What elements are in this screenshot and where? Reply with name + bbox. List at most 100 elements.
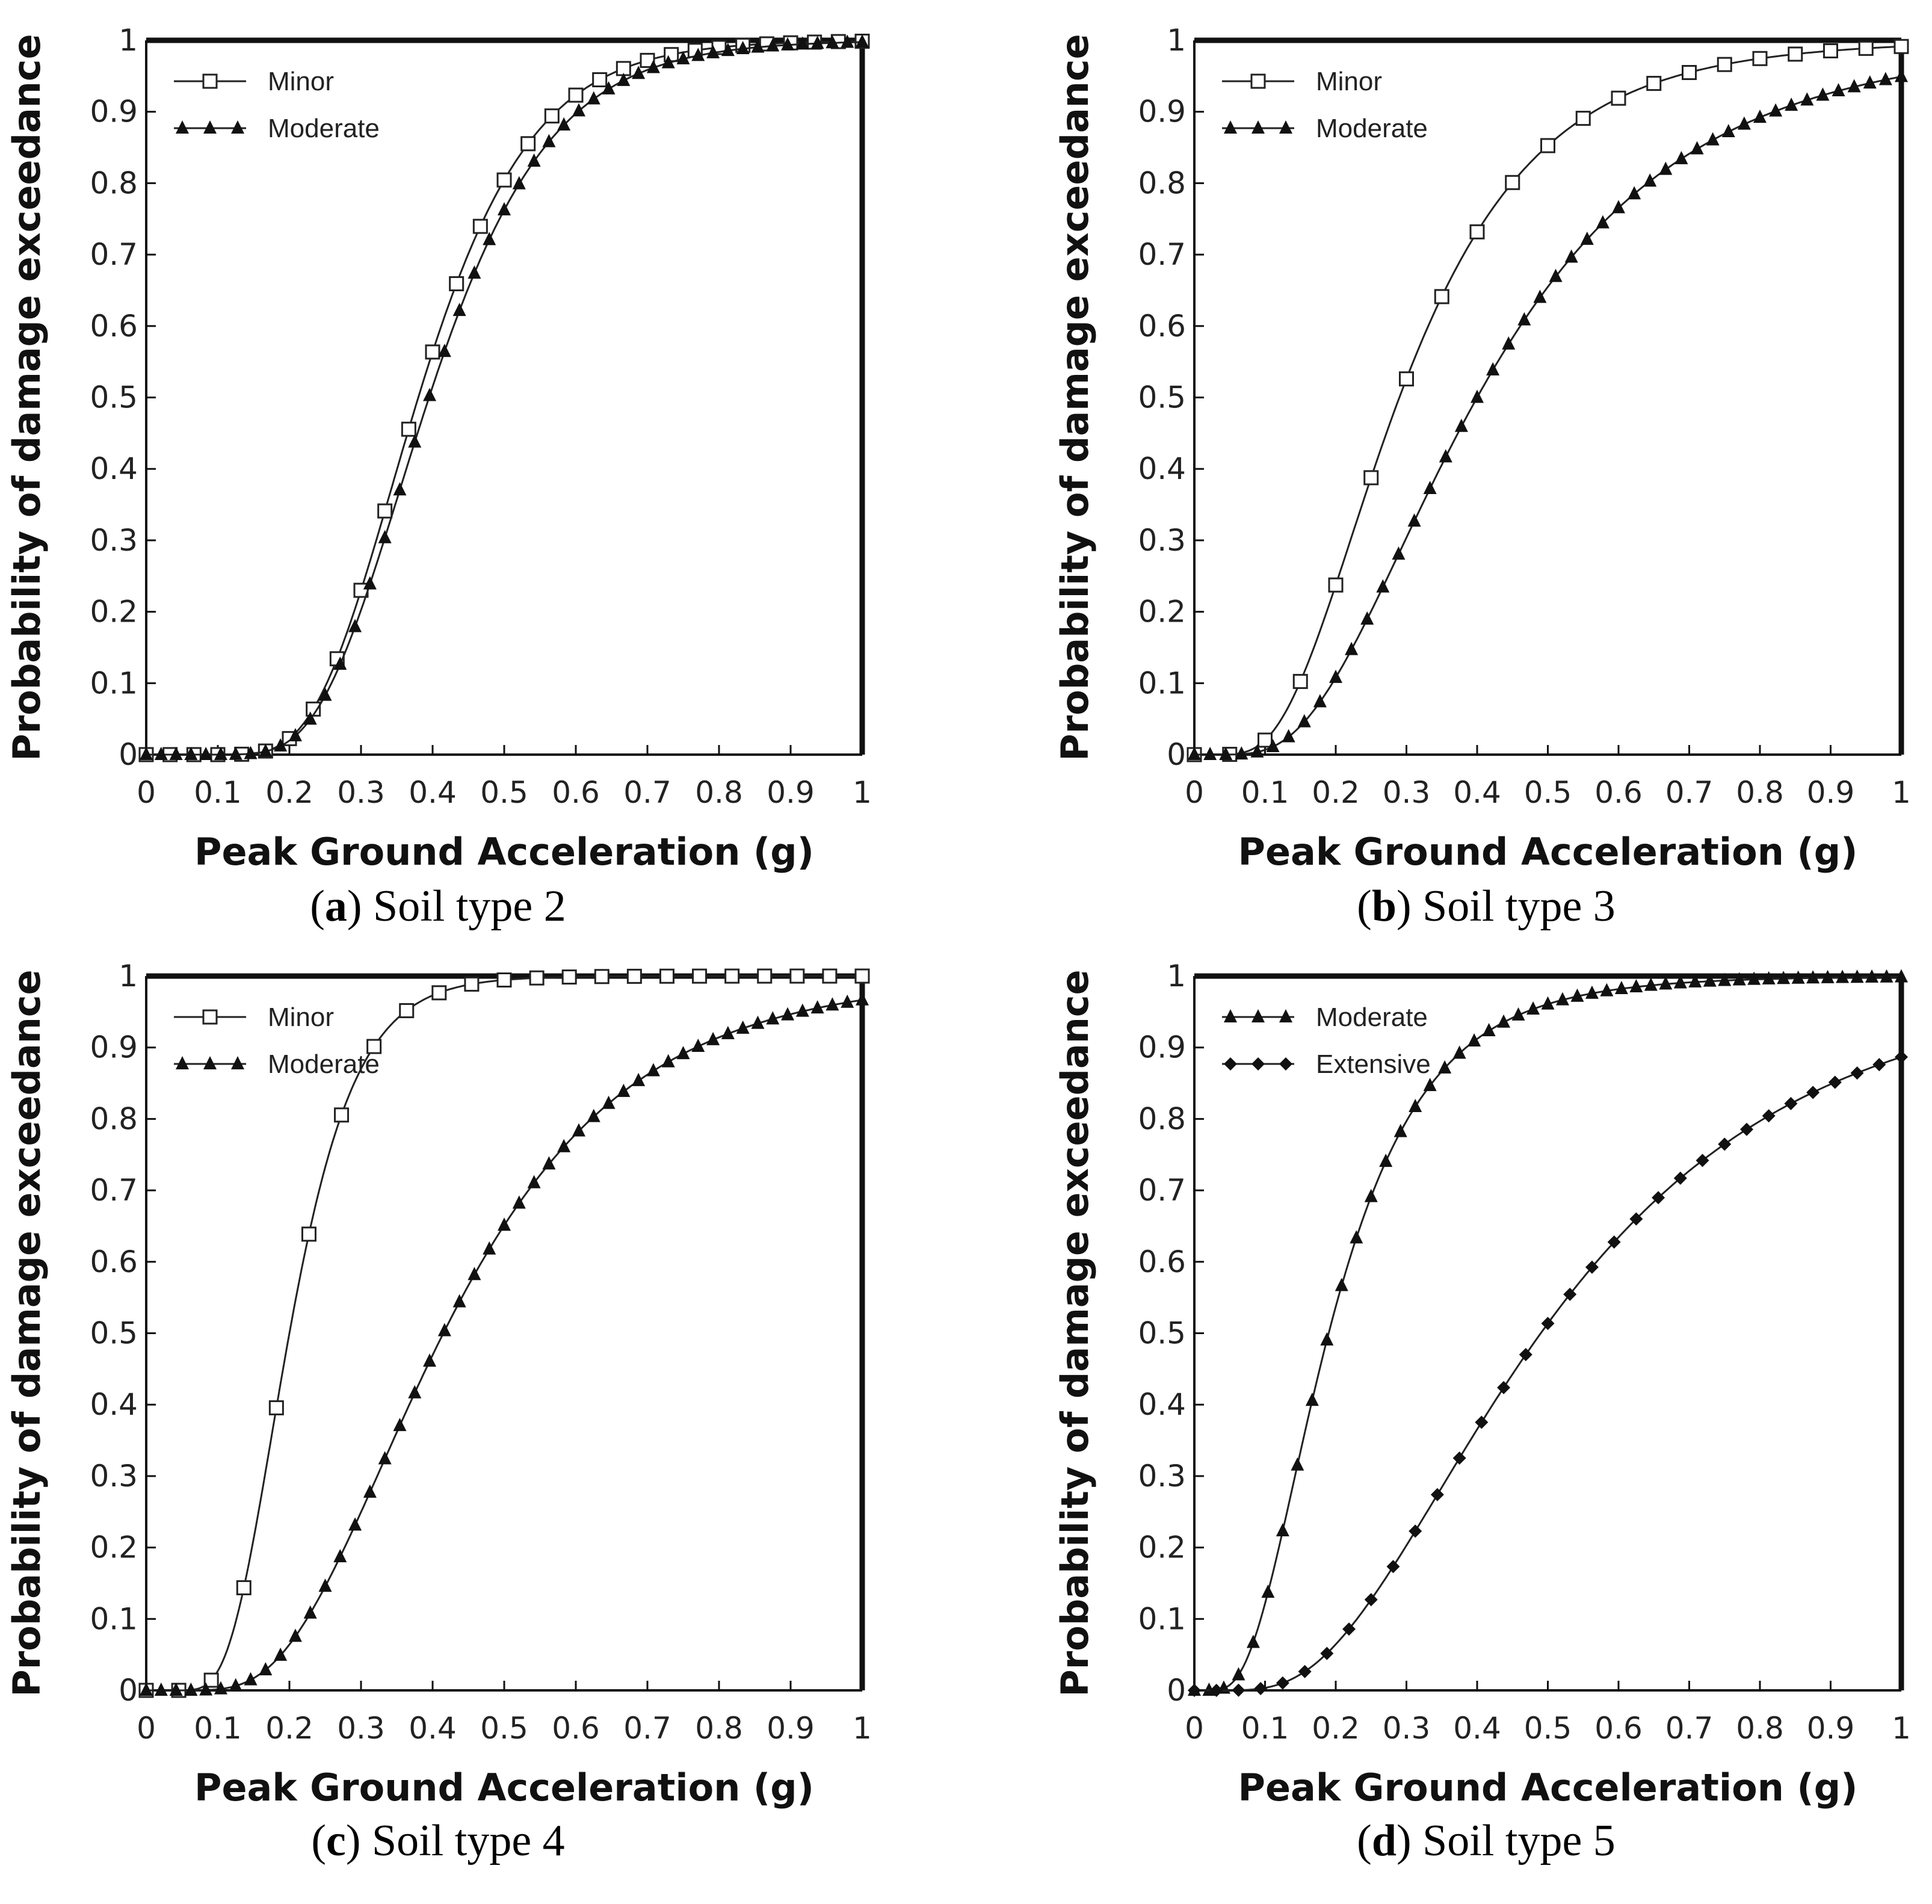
data-point xyxy=(1430,1488,1444,1501)
data-point xyxy=(1895,1050,1908,1064)
data-point xyxy=(1674,150,1688,164)
data-point xyxy=(661,1054,675,1068)
data-point xyxy=(452,1294,466,1308)
legend-marker xyxy=(231,120,244,134)
data-point xyxy=(496,172,512,188)
data-point xyxy=(1895,69,1908,82)
x-tick-label: 0 xyxy=(137,775,156,810)
x-tick-label: 0.7 xyxy=(1665,1711,1714,1746)
y-tick-label: 0.8 xyxy=(90,165,138,200)
data-point xyxy=(259,743,273,757)
data-point xyxy=(483,1241,496,1255)
data-point xyxy=(572,1123,585,1137)
data-point xyxy=(856,992,869,1006)
x-tick-label: 1 xyxy=(853,775,872,810)
data-point xyxy=(1806,1086,1820,1099)
data-point xyxy=(587,91,600,105)
data-point xyxy=(676,51,690,64)
data-point xyxy=(1585,985,1599,999)
data-point xyxy=(676,1046,690,1060)
data-point xyxy=(377,503,393,519)
data-point xyxy=(691,1038,705,1052)
x-tick-label: 0.3 xyxy=(1383,775,1431,810)
data-point xyxy=(841,34,854,48)
y-axis-title: Probability of damage exceedance xyxy=(5,34,49,761)
y-tick-label: 0.3 xyxy=(1138,523,1186,558)
data-point xyxy=(303,711,317,725)
y-tick-label: 0 xyxy=(1167,1673,1186,1708)
data-point xyxy=(826,997,839,1011)
data-point xyxy=(1320,1646,1334,1660)
data-point xyxy=(706,1031,720,1045)
data-point xyxy=(1644,977,1658,991)
data-point xyxy=(1533,289,1547,303)
y-tick-label: 0.2 xyxy=(90,595,138,629)
data-point xyxy=(1407,513,1421,527)
y-tick-label: 0.8 xyxy=(90,1101,138,1136)
caption-text: ) Soil type 5 xyxy=(1397,1816,1616,1865)
series-moderate xyxy=(1188,69,1908,760)
x-tick-label: 0.7 xyxy=(623,775,671,810)
x-tick-label: 0.2 xyxy=(265,775,313,810)
y-tick-label: 0.8 xyxy=(1138,1101,1186,1136)
x-tick-label: 0.8 xyxy=(695,775,743,810)
data-point xyxy=(472,218,488,234)
data-point xyxy=(468,1267,481,1281)
data-point xyxy=(199,1682,213,1696)
data-point xyxy=(810,1000,824,1014)
data-point xyxy=(706,45,720,58)
data-point xyxy=(810,36,824,49)
y-tick-label: 0.5 xyxy=(1138,1316,1186,1351)
caption-letter: b xyxy=(1372,882,1397,931)
legend-marker xyxy=(203,120,217,134)
x-tick-label: 0.1 xyxy=(194,1711,242,1746)
data-point xyxy=(1261,1584,1275,1598)
caption-text: ) Soil type 3 xyxy=(1397,882,1616,931)
data-point xyxy=(542,1156,556,1170)
data-point xyxy=(203,1672,219,1688)
data-point xyxy=(1266,738,1280,752)
data-point xyxy=(1580,231,1594,245)
data-point xyxy=(542,134,556,147)
data-point xyxy=(1350,1230,1363,1244)
x-tick-label: 0 xyxy=(1185,1711,1204,1746)
y-tick-label: 1 xyxy=(1167,959,1186,994)
data-point xyxy=(408,434,422,448)
caption-paren: ( xyxy=(1357,1816,1372,1865)
data-point xyxy=(1769,103,1783,117)
data-point xyxy=(632,1072,646,1086)
data-point xyxy=(1399,371,1414,387)
x-axis-title: Peak Ground Acceleration (g) xyxy=(194,830,814,874)
data-point xyxy=(425,344,440,360)
data-point xyxy=(303,1605,317,1619)
data-point xyxy=(1452,1451,1466,1465)
data-point xyxy=(781,1007,795,1021)
data-point xyxy=(1434,289,1449,304)
data-point xyxy=(301,1226,316,1242)
data-point xyxy=(1511,1007,1525,1021)
data-point xyxy=(1549,268,1563,282)
y-tick-label: 0.3 xyxy=(1138,1459,1186,1494)
legend-marker xyxy=(231,1056,244,1069)
data-point xyxy=(1254,1681,1268,1695)
data-point xyxy=(1203,746,1217,760)
data-point xyxy=(1800,92,1814,106)
y-tick-label: 1 xyxy=(119,23,138,58)
data-point xyxy=(244,746,258,759)
data-point xyxy=(348,619,362,632)
y-tick-label: 0.2 xyxy=(1138,1530,1186,1565)
data-point xyxy=(646,60,660,73)
data-point xyxy=(724,968,740,984)
y-tick-label: 0.1 xyxy=(1138,1601,1186,1636)
x-tick-label: 0.8 xyxy=(1736,775,1784,810)
legend-marker xyxy=(1279,1057,1292,1071)
data-point xyxy=(1276,1523,1289,1537)
data-point xyxy=(1652,1191,1665,1205)
data-point xyxy=(1298,1664,1312,1678)
data-point xyxy=(140,1683,153,1696)
data-point xyxy=(1872,1058,1886,1072)
data-point xyxy=(1209,1683,1223,1697)
data-point xyxy=(1847,79,1861,93)
data-point xyxy=(184,747,198,760)
